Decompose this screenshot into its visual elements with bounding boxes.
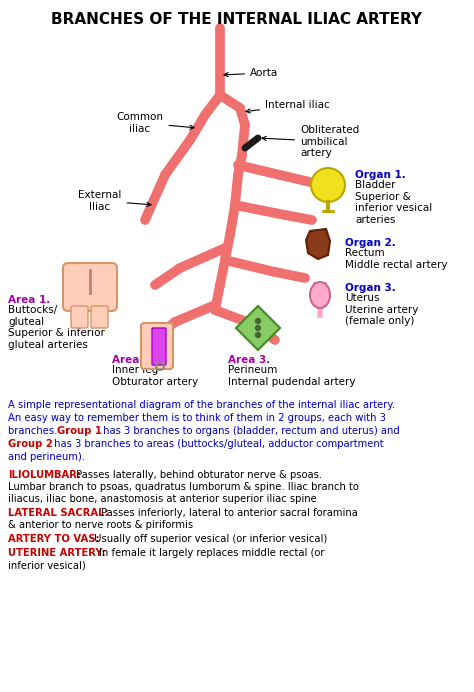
Text: Perineum
Internal pudendal artery: Perineum Internal pudendal artery — [228, 365, 356, 387]
Text: Rectum
Middle rectal artery: Rectum Middle rectal artery — [345, 248, 447, 270]
Text: branches.: branches. — [8, 426, 61, 436]
Text: Organ 2.: Organ 2. — [345, 238, 396, 248]
Circle shape — [255, 332, 261, 338]
Text: ARTERY TO VAS:: ARTERY TO VAS: — [8, 534, 100, 544]
Text: inferior vesical): inferior vesical) — [8, 560, 86, 570]
Text: ILIOLUMBAR:: ILIOLUMBAR: — [8, 470, 81, 480]
Text: has 3 branches to areas (buttocks/gluteal, adductor compartment: has 3 branches to areas (buttocks/glutea… — [51, 439, 383, 449]
Text: Passes inferiorly, lateral to anterior sacral foramina: Passes inferiorly, lateral to anterior s… — [98, 508, 358, 518]
Text: Buttocks/
gluteal
Superior & inferior
gluteal arteries: Buttocks/ gluteal Superior & inferior gl… — [8, 305, 105, 349]
Text: In female it largely replaces middle rectal (or: In female it largely replaces middle rec… — [96, 548, 325, 558]
Text: Inner leg
Obturator artery: Inner leg Obturator artery — [112, 365, 198, 387]
Text: Passes laterally, behind obturator nerve & psoas.: Passes laterally, behind obturator nerve… — [73, 470, 322, 480]
Text: iliacus, iliac bone, anastomosis at anterior superior iliac spine: iliacus, iliac bone, anastomosis at ante… — [8, 494, 317, 504]
FancyBboxPatch shape — [63, 263, 117, 311]
Text: Usually off superior vesical (or inferior vesical): Usually off superior vesical (or inferio… — [91, 534, 327, 544]
FancyBboxPatch shape — [71, 306, 88, 328]
Text: Organ 1.: Organ 1. — [355, 170, 406, 180]
Text: Lumbar branch to psoas, quadratus lumborum & spine. Iliac branch to: Lumbar branch to psoas, quadratus lumbor… — [8, 482, 359, 492]
Text: LATERAL SACRAL:: LATERAL SACRAL: — [8, 508, 109, 518]
Text: Internal iliac: Internal iliac — [246, 100, 330, 113]
Text: Group 1: Group 1 — [57, 426, 102, 436]
Text: Bladder
Superior &
inferior vesical
arteries: Bladder Superior & inferior vesical arte… — [355, 180, 432, 225]
Polygon shape — [306, 229, 330, 259]
Text: Common
iliac: Common iliac — [117, 112, 194, 134]
FancyBboxPatch shape — [91, 306, 108, 328]
Text: Aorta: Aorta — [224, 68, 278, 78]
Circle shape — [255, 325, 261, 331]
Circle shape — [255, 318, 261, 323]
Text: has 3 branches to organs (bladder, rectum and uterus) and: has 3 branches to organs (bladder, rectu… — [100, 426, 400, 436]
Text: A simple representational diagram of the branches of the internal iliac artery.: A simple representational diagram of the… — [8, 400, 395, 410]
Text: An easy way to remember them is to think of them in 2 groups, each with 3: An easy way to remember them is to think… — [8, 413, 386, 423]
Text: Area 1.: Area 1. — [8, 295, 50, 305]
FancyBboxPatch shape — [152, 328, 166, 365]
Circle shape — [311, 168, 345, 202]
Ellipse shape — [310, 282, 330, 308]
Text: Organ 3.: Organ 3. — [345, 283, 396, 293]
Text: Group 2: Group 2 — [8, 439, 53, 449]
Text: and perineum).: and perineum). — [8, 452, 85, 462]
Text: Area 2.: Area 2. — [112, 355, 154, 365]
Text: Obliterated
umbilical
artery: Obliterated umbilical artery — [262, 125, 359, 158]
FancyBboxPatch shape — [141, 323, 173, 369]
Polygon shape — [236, 306, 280, 350]
Text: External
Iliac: External Iliac — [78, 190, 151, 212]
Text: & anterior to nerve roots & piriformis: & anterior to nerve roots & piriformis — [8, 520, 193, 530]
Text: BRANCHES OF THE INTERNAL ILIAC ARTERY: BRANCHES OF THE INTERNAL ILIAC ARTERY — [52, 12, 422, 27]
Text: UTERINE ARTERY:: UTERINE ARTERY: — [8, 548, 106, 558]
Text: Area 3.: Area 3. — [228, 355, 270, 365]
Text: Uterus
Uterine artery
(female only): Uterus Uterine artery (female only) — [345, 293, 419, 326]
